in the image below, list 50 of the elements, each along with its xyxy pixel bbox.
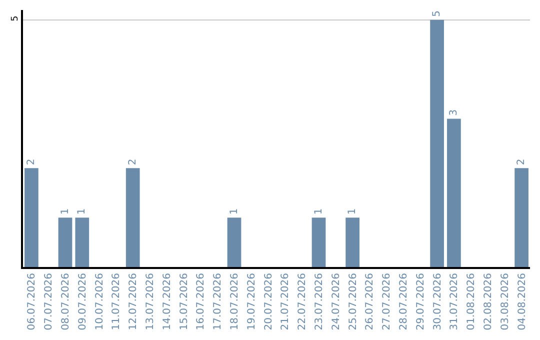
bar (126, 168, 140, 267)
x-tick-label: 23.07.2026 (314, 273, 325, 330)
data-label: 2 (127, 158, 138, 166)
x-tick-label: 12.07.2026 (128, 273, 140, 330)
data-label: 2 (516, 158, 528, 166)
bar (346, 218, 360, 267)
bar (430, 20, 444, 267)
data-label: 5 (432, 10, 443, 17)
bar (447, 118, 461, 267)
bar (227, 218, 242, 267)
x-tick-label: 19.07.2026 (246, 273, 258, 330)
x-tick-label: 01.08.2026 (466, 273, 478, 330)
x-tick-label: 02.08.2026 (483, 273, 494, 330)
x-tick-label: 29.07.2026 (415, 273, 426, 330)
x-tick-label: 07.07.2026 (44, 273, 55, 330)
x-tick-label: 09.07.2026 (77, 273, 88, 330)
bar (75, 218, 90, 267)
x-tick-label: 15.07.2026 (178, 273, 190, 330)
x-tick-label: 28.07.2026 (398, 273, 410, 330)
x-tick-label: 31.07.2026 (449, 273, 460, 330)
x-tick-label: 21.07.2026 (280, 273, 292, 330)
data-label: 1 (228, 208, 240, 215)
data-label: 1 (60, 208, 71, 215)
x-tick-label: 27.07.2026 (382, 273, 393, 330)
x-tick-label: 22.07.2026 (297, 273, 308, 330)
x-tick-label: 11.07.2026 (111, 273, 122, 330)
x-tick-label: 26.07.2026 (364, 273, 376, 330)
x-tick-label: 18.07.2026 (230, 273, 240, 330)
data-label: 3 (448, 109, 460, 116)
x-tick-label: 20.07.2026 (263, 273, 274, 330)
x-tick-label: 16.07.2026 (196, 273, 207, 330)
data-label: 1 (76, 208, 88, 215)
x-tick-label: 10.07.2026 (94, 273, 106, 330)
x-tick-label: 25.07.2026 (348, 273, 359, 330)
data-label: 2 (26, 158, 37, 166)
x-tick-label: 17.07.2026 (212, 273, 224, 330)
bar (24, 168, 38, 267)
data-label: 1 (313, 208, 324, 215)
x-tick-label: 30.07.2026 (432, 273, 444, 330)
x-tick-label: 08.07.2026 (60, 273, 72, 330)
bar (312, 218, 326, 267)
x-tick-label: 13.07.2026 (145, 273, 156, 330)
x-tick-label: 06.07.2026 (26, 273, 38, 330)
x-tick-label: 24.07.2026 (330, 273, 342, 330)
bar (58, 218, 72, 267)
x-tick-label: 04.08.2026 (516, 273, 528, 330)
x-tick-label: 14.07.2026 (162, 273, 173, 330)
bar (514, 168, 528, 267)
data-label: 1 (347, 208, 358, 215)
x-tick-label: 03.08.2026 (500, 273, 511, 330)
